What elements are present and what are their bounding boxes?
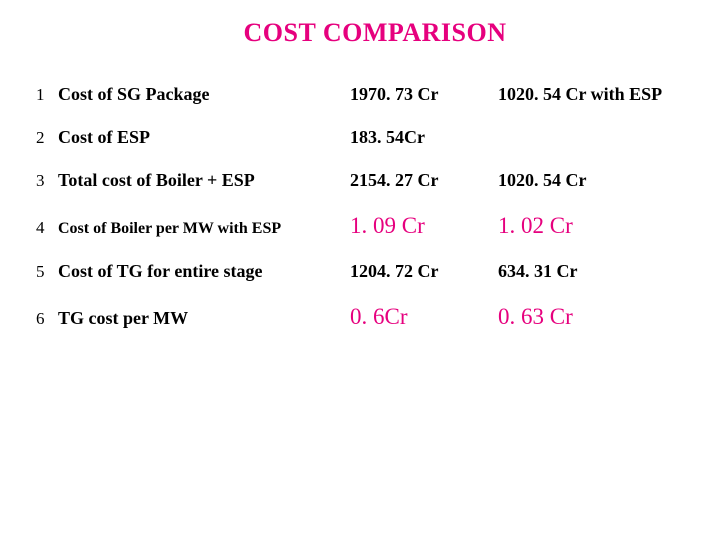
table-row: 1 Cost of SG Package 1970. 73 Cr 1020. 5… (36, 84, 696, 105)
row-value-2: 0. 63 Cr (498, 304, 688, 330)
row-value-1: 183. 54Cr (350, 127, 498, 148)
table-row: 3 Total cost of Boiler + ESP 2154. 27 Cr… (36, 170, 696, 191)
row-description: TG cost per MW (58, 308, 350, 329)
row-value-2: 634. 31 Cr (498, 261, 688, 282)
row-number: 1 (36, 85, 58, 105)
row-description: Total cost of Boiler + ESP (58, 170, 350, 191)
row-value-1: 1. 09 Cr (350, 213, 498, 239)
row-description: Cost of TG for entire stage (58, 261, 350, 282)
row-number: 3 (36, 171, 58, 191)
row-value-1: 1204. 72 Cr (350, 261, 498, 282)
row-value-1: 1970. 73 Cr (350, 84, 498, 105)
row-number: 6 (36, 309, 58, 329)
table-row: 4 Cost of Boiler per MW with ESP 1. 09 C… (36, 213, 696, 239)
row-value-2: 1. 02 Cr (498, 213, 688, 239)
row-description: Cost of SG Package (58, 84, 350, 105)
row-number: 4 (36, 218, 58, 238)
row-number: 2 (36, 128, 58, 148)
row-description: Cost of Boiler per MW with ESP (58, 220, 350, 238)
page-title: COST COMPARISON (0, 0, 720, 48)
row-value-2: 1020. 54 Cr (498, 170, 688, 191)
comparison-table: 1 Cost of SG Package 1970. 73 Cr 1020. 5… (36, 84, 696, 330)
row-value-2: 1020. 54 Cr with ESP (498, 84, 688, 105)
row-value-1: 2154. 27 Cr (350, 170, 498, 191)
row-number: 5 (36, 262, 58, 282)
table-row: 6 TG cost per MW 0. 6Cr 0. 63 Cr (36, 304, 696, 330)
table-row: 2 Cost of ESP 183. 54Cr (36, 127, 696, 148)
row-value-1: 0. 6Cr (350, 304, 498, 330)
row-description: Cost of ESP (58, 127, 350, 148)
table-row: 5 Cost of TG for entire stage 1204. 72 C… (36, 261, 696, 282)
